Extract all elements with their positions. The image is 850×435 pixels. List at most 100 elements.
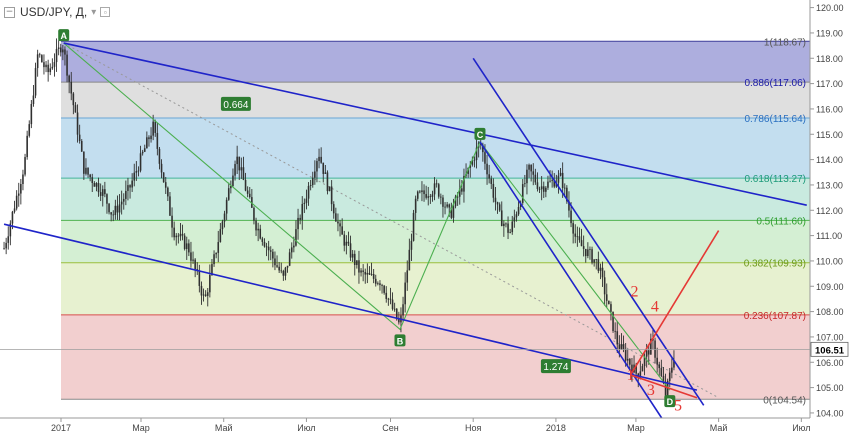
candle-body bbox=[612, 311, 614, 331]
symbol-title[interactable]: USD/JPY, Д, bbox=[20, 5, 88, 19]
y-tick-label: 107.00 bbox=[816, 332, 844, 342]
candle-body bbox=[297, 217, 299, 230]
candle-body bbox=[30, 103, 33, 125]
candle-body bbox=[461, 188, 463, 192]
candle-body bbox=[173, 227, 175, 238]
candle-body bbox=[152, 121, 154, 136]
candle-body bbox=[169, 196, 171, 216]
red-trendline[interactable] bbox=[630, 374, 698, 399]
candle-body bbox=[78, 134, 81, 141]
candle-body bbox=[3, 248, 5, 250]
point-marker-D[interactable] bbox=[664, 395, 676, 408]
trendline-upper-channel[interactable] bbox=[63, 42, 807, 206]
fib-level-label: 1(118.67) bbox=[764, 37, 806, 48]
candle-body bbox=[444, 206, 446, 208]
candle-body bbox=[267, 246, 270, 251]
candle-body bbox=[595, 259, 598, 260]
point-marker-B[interactable] bbox=[394, 334, 406, 347]
candle-body bbox=[127, 185, 129, 191]
trendline-steep-upper[interactable] bbox=[472, 57, 705, 406]
candle-body bbox=[540, 186, 543, 190]
candle-body bbox=[377, 283, 379, 285]
candle-body bbox=[431, 194, 434, 197]
candle-body bbox=[122, 198, 125, 202]
x-tick-label: Июл bbox=[297, 423, 315, 433]
wave-label: 2 bbox=[631, 283, 639, 300]
candle-body bbox=[372, 274, 375, 279]
candle-body bbox=[120, 201, 123, 205]
point-label: C bbox=[477, 130, 484, 140]
candle-body bbox=[255, 220, 257, 231]
candle-body bbox=[318, 156, 320, 162]
candle-body bbox=[408, 249, 411, 271]
candle-body bbox=[526, 169, 528, 184]
candle-body bbox=[209, 275, 211, 293]
triangle-down-icon[interactable]: ▾ bbox=[91, 6, 97, 18]
candle-body bbox=[471, 159, 474, 165]
candle-body bbox=[364, 271, 367, 275]
red-trendline[interactable] bbox=[629, 230, 720, 376]
candle-body bbox=[423, 190, 425, 195]
y-tick-label: 106.00 bbox=[816, 358, 844, 368]
x-tick-label: Сен bbox=[382, 423, 399, 433]
y-tick-label: 117.00 bbox=[816, 79, 843, 89]
last-price-label: 106.51 bbox=[815, 345, 845, 356]
candle-body bbox=[605, 294, 608, 301]
candle-body bbox=[72, 93, 75, 106]
candle-body bbox=[517, 206, 520, 215]
candle-body bbox=[498, 204, 501, 211]
candle-body bbox=[421, 190, 423, 193]
candle-body bbox=[76, 112, 79, 135]
fib-level-label: 0.618(113.27) bbox=[744, 174, 806, 185]
candle-body bbox=[509, 232, 511, 233]
candle-body bbox=[131, 180, 133, 188]
candle-body bbox=[671, 367, 673, 373]
y-tick-label: 108.00 bbox=[816, 307, 844, 317]
y-tick-label: 104.00 bbox=[816, 408, 844, 418]
candle-body bbox=[446, 204, 448, 207]
candle-body bbox=[391, 299, 394, 309]
candle-body bbox=[427, 196, 430, 198]
fib-level-label: 0.786(115.64) bbox=[744, 114, 806, 125]
candle-body bbox=[282, 270, 285, 276]
candle-body bbox=[580, 240, 583, 247]
candle-body bbox=[204, 294, 207, 296]
candle-body bbox=[324, 172, 327, 174]
fib-band-0.618 bbox=[61, 178, 810, 221]
candle-body bbox=[110, 212, 112, 215]
candle-body bbox=[631, 364, 633, 373]
candle-body bbox=[398, 319, 400, 323]
candle-body bbox=[160, 163, 163, 173]
candle-body bbox=[293, 245, 295, 248]
point-marker-C[interactable] bbox=[474, 127, 486, 140]
candle-body bbox=[309, 184, 312, 186]
candle-body bbox=[339, 223, 341, 227]
candle-body bbox=[70, 81, 73, 94]
candle-body bbox=[101, 189, 104, 196]
candle-body bbox=[43, 62, 45, 68]
candle-body bbox=[358, 260, 360, 273]
point-marker-A[interactable] bbox=[58, 29, 70, 42]
y-tick-label: 120.00 bbox=[816, 3, 844, 13]
candle-body bbox=[496, 202, 499, 205]
candle-body bbox=[532, 171, 535, 175]
candle-body bbox=[576, 236, 579, 238]
candle-body bbox=[11, 211, 14, 224]
candle-body bbox=[614, 330, 616, 332]
minus-icon[interactable]: − bbox=[4, 6, 15, 18]
candle-body bbox=[393, 308, 396, 310]
trendline-lower-channel[interactable] bbox=[3, 223, 698, 391]
candle-body bbox=[64, 49, 66, 55]
candle-body bbox=[622, 344, 625, 350]
candle-body bbox=[507, 223, 509, 233]
candle-body bbox=[26, 135, 28, 158]
candle-body bbox=[238, 156, 241, 171]
square-icon[interactable]: ▫ bbox=[100, 7, 111, 17]
candle-body bbox=[143, 148, 146, 152]
candle-body bbox=[503, 223, 505, 227]
x-tick-label: Мар bbox=[627, 423, 645, 433]
candle-body bbox=[658, 364, 661, 369]
candle-body bbox=[307, 185, 310, 199]
candle-body bbox=[513, 217, 516, 222]
